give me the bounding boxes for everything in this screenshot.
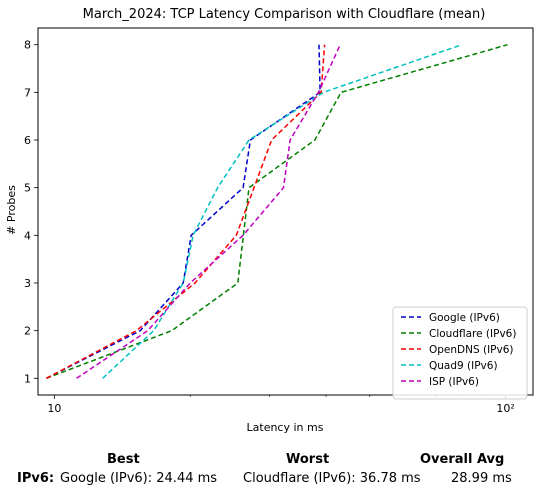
summary-row-label: IPv6: — [17, 471, 55, 486]
plot-lines — [45, 43, 508, 380]
y-tick-label-5: 6 — [24, 134, 31, 147]
legend-box — [392, 306, 528, 400]
series-line-2 — [45, 44, 326, 379]
series-line-3 — [102, 43, 463, 379]
legend-label-0: Google (IPv6) — [429, 312, 500, 324]
series-line-4 — [76, 44, 341, 379]
y-axis-label: # Probes — [5, 185, 18, 235]
summary-worst-value: Cloudflare (IPv6): 36.78 ms — [243, 471, 421, 486]
y-tick-label-3: 4 — [24, 229, 31, 242]
y-tick-label-4: 5 — [24, 182, 31, 195]
legend-label-1: Cloudflare (IPv6) — [429, 328, 516, 340]
summary-best-header: Best — [107, 452, 140, 467]
y-tick-label-7: 8 — [24, 39, 31, 52]
legend-label-2: OpenDNS (IPv6) — [429, 344, 514, 356]
summary-avg-value: 28.99 ms — [451, 471, 512, 486]
x-axis-label: Latency in ms — [247, 421, 324, 434]
x-tick-label-1: 10² — [496, 402, 514, 415]
plot-frame — [37, 27, 534, 396]
y-tick-label-1: 2 — [24, 325, 31, 338]
summary-avg-header: Overall Avg — [420, 452, 505, 467]
legend-label-3: Quad9 (IPv6) — [429, 360, 498, 372]
axes: 10 10² 1 2 3 4 5 6 7 8 — [24, 27, 534, 415]
summary-worst-header: Worst — [286, 452, 330, 467]
series-line-0 — [45, 44, 321, 379]
x-tick-label-0: 10 — [47, 402, 61, 415]
latency-chart: March_2024: TCP Latency Comparison with … — [5, 7, 534, 434]
chart-title: March_2024: TCP Latency Comparison with … — [83, 7, 486, 22]
legend: Google (IPv6) Cloudflare (IPv6) OpenDNS (I… — [392, 306, 528, 400]
y-tick-label-2: 3 — [24, 277, 31, 290]
summary-best-value: Google (IPv6): 24.44 ms — [60, 471, 218, 486]
y-tick-label-0: 1 — [24, 372, 31, 385]
y-tick-label-6: 7 — [24, 86, 31, 99]
legend-label-4: ISP (IPv6) — [429, 376, 479, 388]
